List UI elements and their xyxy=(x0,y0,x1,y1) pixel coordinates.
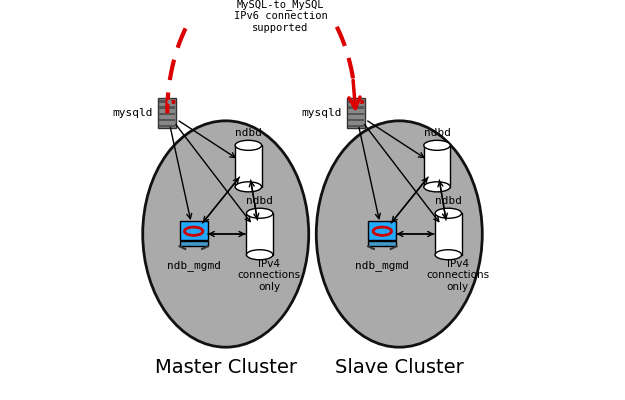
Circle shape xyxy=(168,100,171,104)
Text: Slave Cluster: Slave Cluster xyxy=(335,358,464,377)
Bar xyxy=(179,221,208,240)
Bar xyxy=(435,213,461,255)
Text: IPv4
connections
only: IPv4 connections only xyxy=(238,258,301,292)
Ellipse shape xyxy=(246,208,273,218)
Bar xyxy=(348,100,364,103)
Ellipse shape xyxy=(235,182,262,192)
Ellipse shape xyxy=(246,250,273,260)
Circle shape xyxy=(357,100,359,104)
Ellipse shape xyxy=(184,227,203,235)
Ellipse shape xyxy=(316,121,482,347)
Bar xyxy=(246,213,273,255)
Bar xyxy=(348,106,364,109)
Ellipse shape xyxy=(424,140,450,150)
Bar xyxy=(158,98,176,128)
Ellipse shape xyxy=(142,121,309,347)
Text: ndb_mgmd: ndb_mgmd xyxy=(355,260,409,270)
Bar xyxy=(424,145,450,187)
Text: ndbd: ndbd xyxy=(246,196,273,206)
Text: ndbd: ndbd xyxy=(424,128,451,138)
Text: ndbd: ndbd xyxy=(235,128,262,138)
Bar xyxy=(159,124,175,127)
FancyBboxPatch shape xyxy=(179,241,208,246)
Text: MySQL-to_MySQL
IPv6 connection
supported: MySQL-to_MySQL IPv6 connection supported xyxy=(234,0,328,33)
Ellipse shape xyxy=(435,208,461,218)
Bar xyxy=(235,145,262,187)
Bar xyxy=(368,221,396,240)
Circle shape xyxy=(172,100,175,104)
FancyBboxPatch shape xyxy=(368,241,396,246)
Ellipse shape xyxy=(424,182,450,192)
Bar xyxy=(159,106,175,109)
Text: IPv4
connections
only: IPv4 connections only xyxy=(426,258,489,292)
Text: Master Cluster: Master Cluster xyxy=(155,358,297,377)
Ellipse shape xyxy=(235,140,262,150)
Bar xyxy=(159,100,175,103)
Bar xyxy=(159,112,175,115)
Bar xyxy=(347,98,365,128)
Bar xyxy=(348,112,364,115)
Ellipse shape xyxy=(373,227,391,235)
Bar xyxy=(159,118,175,121)
Circle shape xyxy=(361,100,363,104)
Bar xyxy=(348,124,364,127)
Text: ndbd: ndbd xyxy=(435,196,462,206)
Ellipse shape xyxy=(435,250,461,260)
Text: mysqld: mysqld xyxy=(112,108,153,118)
Text: mysqld: mysqld xyxy=(301,108,341,118)
Text: ndb_mgmd: ndb_mgmd xyxy=(167,260,221,270)
Bar xyxy=(348,118,364,121)
